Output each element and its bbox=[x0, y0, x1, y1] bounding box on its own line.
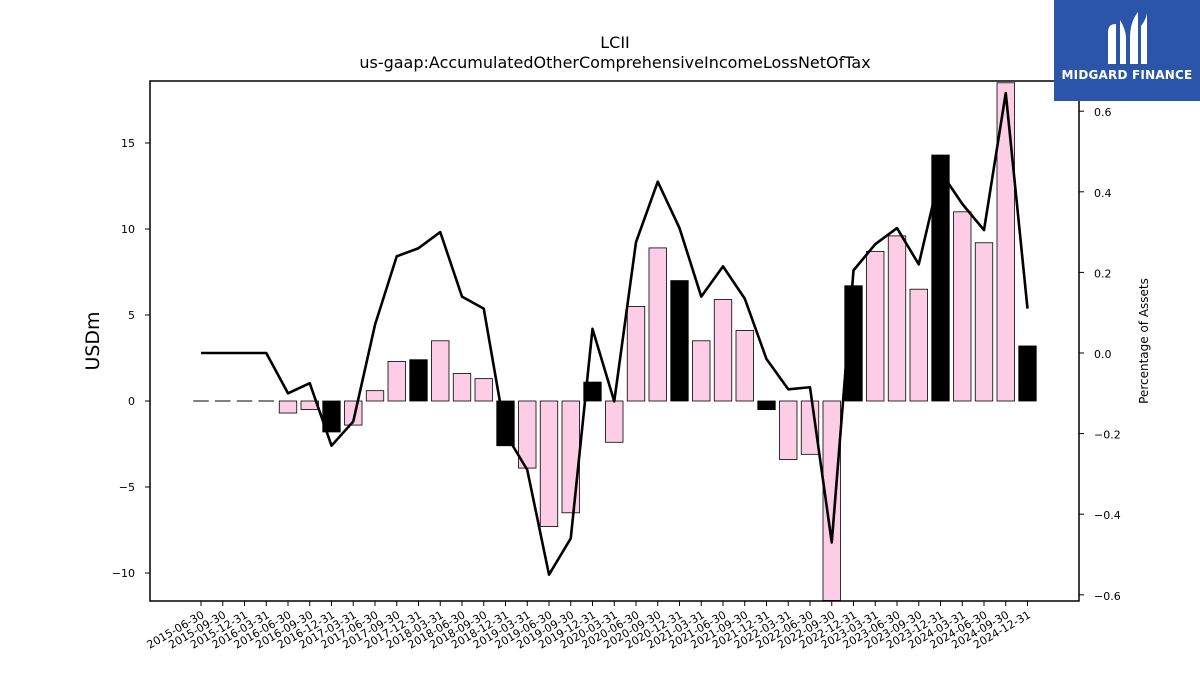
bar bbox=[648, 247, 667, 402]
y-right-tick-label: −0.4 bbox=[1094, 509, 1121, 522]
y-axis-label-left: USDm bbox=[82, 311, 104, 370]
y-tick-label: 10 bbox=[121, 223, 135, 236]
bar bbox=[365, 390, 385, 402]
bar bbox=[953, 211, 972, 402]
y-axis-right: −0.6 −0.4 −0.2 0.0 0.2 0.4 0.6 bbox=[1079, 106, 1121, 603]
bar bbox=[539, 400, 559, 527]
y-tick-label: 15 bbox=[121, 137, 135, 150]
bar bbox=[474, 378, 493, 402]
bar bbox=[779, 400, 798, 460]
percentage-line-series bbox=[201, 91, 1029, 576]
bar bbox=[887, 235, 907, 402]
chart-title: LCII bbox=[600, 33, 630, 52]
bar bbox=[452, 373, 472, 402]
y-tick-label: −5 bbox=[119, 481, 135, 494]
bar bbox=[583, 381, 602, 402]
bar bbox=[431, 340, 450, 402]
percentage-line bbox=[201, 91, 1029, 576]
y-right-tick-label: 0.0 bbox=[1094, 348, 1112, 361]
y-tick-label: −10 bbox=[112, 567, 135, 580]
y-right-tick-label: −0.6 bbox=[1094, 590, 1121, 603]
bar bbox=[605, 400, 624, 443]
bar bbox=[670, 280, 689, 402]
bar bbox=[278, 400, 298, 414]
logo-text: MIDGARD FINANCE bbox=[1061, 68, 1193, 82]
bars-series bbox=[278, 82, 1037, 601]
y-right-tick-label: 0.2 bbox=[1094, 267, 1112, 280]
bar bbox=[757, 400, 776, 411]
y-right-tick-label: 0.6 bbox=[1094, 106, 1112, 119]
bar bbox=[713, 299, 733, 402]
bar bbox=[561, 400, 580, 514]
bar bbox=[692, 340, 711, 402]
bar bbox=[387, 361, 406, 402]
y-tick-label: 0 bbox=[128, 395, 135, 408]
bar bbox=[496, 400, 515, 447]
bar bbox=[909, 288, 928, 402]
y-right-tick-label: −0.2 bbox=[1094, 429, 1121, 442]
bar bbox=[409, 359, 428, 402]
bar bbox=[931, 154, 950, 402]
bar bbox=[974, 242, 994, 402]
chart-subtitle: us-gaap:AccumulatedOtherComprehensiveInc… bbox=[359, 53, 870, 72]
bar bbox=[626, 305, 646, 402]
x-axis: 2015-06-302015-09-302015-12-312016-03-31… bbox=[145, 601, 1033, 652]
y-tick-label: 5 bbox=[128, 309, 135, 322]
bar bbox=[866, 250, 885, 402]
bar bbox=[322, 400, 341, 433]
bar bbox=[735, 330, 754, 402]
midgard-finance-logo: MIDGARD FINANCE bbox=[1054, 0, 1200, 101]
y-axis-left: −10 −5 0 5 10 15 bbox=[112, 137, 150, 580]
bar bbox=[996, 82, 1015, 402]
y-right-tick-label: 0.4 bbox=[1094, 187, 1112, 200]
bar bbox=[1018, 345, 1037, 402]
midgard-logo-icon bbox=[1108, 12, 1147, 64]
y-axis-label-right: Percentage of Assets bbox=[1137, 278, 1151, 404]
